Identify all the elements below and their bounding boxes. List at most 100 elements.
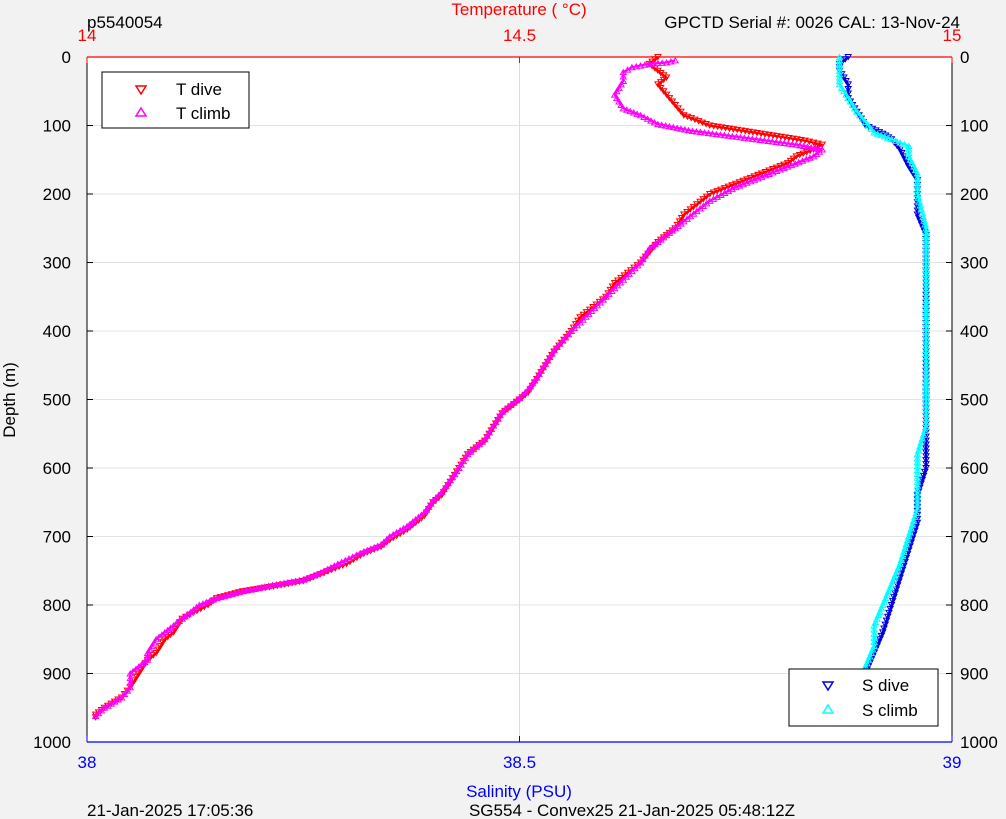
data-point-marker <box>780 139 789 147</box>
s-dive-legend-marker <box>821 681 835 692</box>
data-point-marker <box>757 130 765 138</box>
t-climb-legend-marker <box>134 106 148 117</box>
mission-label: SG554 - Convex25 21-Jan-2025 05:48:12Z <box>469 801 795 819</box>
data-point-marker <box>920 217 929 224</box>
data-point-marker <box>487 425 496 432</box>
data-point-marker <box>612 94 621 102</box>
data-point-marker <box>143 656 152 663</box>
data-point-marker <box>913 478 922 485</box>
data-point-marker <box>870 128 879 136</box>
data-point-marker <box>752 135 761 143</box>
data-point-marker <box>553 343 561 350</box>
data-point-marker <box>922 433 930 440</box>
data-point-marker <box>913 450 922 458</box>
data-point-marker <box>922 396 930 403</box>
data-point-marker <box>654 120 662 128</box>
data-point-marker <box>493 415 502 422</box>
data-point-marker <box>891 570 900 578</box>
data-point-marker <box>126 679 135 686</box>
data-point-marker <box>922 335 930 342</box>
data-point-marker <box>658 59 667 66</box>
data-point-marker <box>617 101 626 108</box>
data-point-marker <box>724 132 733 139</box>
data-point-marker <box>619 77 628 84</box>
data-point-marker <box>704 129 713 137</box>
data-point-marker <box>902 540 911 548</box>
data-point-marker <box>772 138 781 146</box>
data-point-marker <box>910 163 918 170</box>
data-point-marker <box>922 312 930 319</box>
depth-tick-label: 400 <box>43 322 71 341</box>
data-point-marker <box>889 577 897 585</box>
data-point-marker <box>154 646 163 653</box>
data-point-marker <box>922 300 930 308</box>
data-point-marker <box>901 544 909 552</box>
data-point-marker <box>874 611 883 619</box>
data-point-marker <box>870 622 879 629</box>
data-point-marker <box>491 418 500 426</box>
data-point-marker <box>768 138 777 145</box>
t-dive-legend-label: T dive <box>176 80 222 99</box>
data-point-marker <box>922 232 930 239</box>
depth-tick-label-right: 100 <box>960 117 988 136</box>
data-point-marker <box>692 128 701 135</box>
data-point-marker <box>855 111 864 119</box>
data-point-marker <box>870 626 879 633</box>
data-point-marker <box>748 135 757 142</box>
s-climb-series <box>835 53 930 722</box>
data-point-marker <box>576 314 584 321</box>
data-point-marker <box>922 247 930 255</box>
data-point-marker <box>922 308 930 315</box>
data-point-marker <box>906 156 915 163</box>
data-point-marker <box>781 134 789 141</box>
data-point-marker <box>890 594 898 601</box>
data-point-marker <box>913 497 922 505</box>
data-point-marker <box>764 137 773 144</box>
data-point-marker <box>671 101 680 109</box>
data-point-marker <box>126 674 135 682</box>
data-point-marker <box>913 190 922 197</box>
data-point-marker <box>913 470 922 477</box>
depth-tick-label-right: 700 <box>960 528 988 547</box>
ctd-serial-label: GPCTD Serial #: 0026 CAL: 13-Nov-24 <box>664 13 960 32</box>
depth-axis-title: Depth (m) <box>0 362 19 438</box>
data-point-marker <box>150 639 158 646</box>
temperature-tick-label: 15 <box>943 26 962 45</box>
data-point-marker <box>848 101 857 108</box>
data-point-marker <box>662 59 671 66</box>
depth-tick-label-right: 1000 <box>960 733 998 752</box>
data-point-marker <box>894 563 903 571</box>
data-point-marker <box>922 331 930 338</box>
data-point-marker <box>679 211 688 219</box>
data-point-marker <box>550 346 558 354</box>
data-point-marker <box>922 441 930 448</box>
data-point-marker <box>632 62 641 70</box>
data-point-marker <box>922 304 930 312</box>
data-point-marker <box>120 690 129 698</box>
salinity-axis-title: Salinity (PSU) <box>466 782 572 801</box>
data-point-marker <box>913 482 922 489</box>
data-point-marker <box>922 316 930 323</box>
data-point-marker <box>922 411 930 419</box>
data-point-marker <box>459 457 468 465</box>
depth-tick-label: 500 <box>43 391 71 410</box>
data-point-marker <box>728 132 737 140</box>
depth-tick-label-right: 800 <box>960 596 988 615</box>
data-point-marker <box>881 594 890 602</box>
data-point-marker <box>870 638 879 645</box>
data-point-marker <box>839 74 848 82</box>
data-point-marker <box>914 446 923 454</box>
data-point-marker <box>801 137 809 145</box>
data-point-marker <box>641 61 649 68</box>
data-point-marker <box>777 133 785 141</box>
depth-tick-label: 800 <box>43 596 71 615</box>
data-point-marker <box>461 454 470 461</box>
data-point-marker <box>535 370 543 378</box>
data-point-marker <box>883 591 892 598</box>
data-point-marker <box>922 361 930 369</box>
depth-tick-label-right: 200 <box>960 185 988 204</box>
data-point-marker <box>913 169 922 177</box>
data-point-marker <box>893 582 902 589</box>
data-point-marker <box>877 604 886 612</box>
depth-tick-label: 700 <box>43 528 71 547</box>
